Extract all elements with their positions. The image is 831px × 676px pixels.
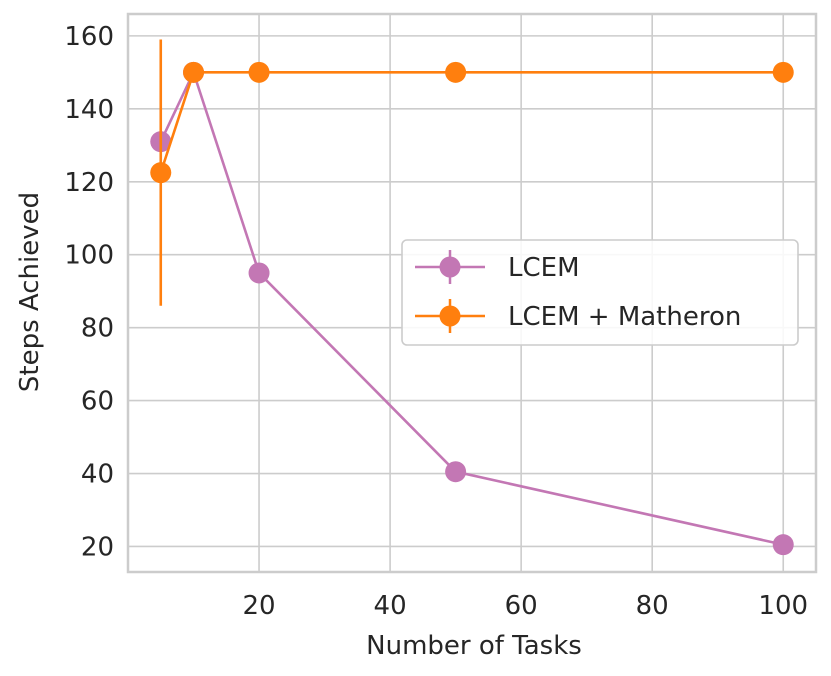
series-layer: [150, 39, 794, 556]
legend-marker-lcem-matheron: [439, 305, 461, 327]
y-tick-label: 40: [81, 460, 114, 490]
y-tick-label: 100: [64, 241, 114, 271]
data-point: [772, 61, 794, 83]
x-axis-title: Number of Tasks: [366, 631, 582, 661]
legend-box: [401, 239, 799, 346]
y-tick-label: 160: [64, 22, 114, 52]
x-tick-label: 40: [374, 591, 407, 621]
data-point: [445, 461, 467, 483]
x-tick-label: 100: [758, 591, 808, 621]
x-tick-label: 60: [505, 591, 538, 621]
plot-frame: [126, 12, 818, 574]
series-line: [159, 71, 784, 174]
data-point: [445, 61, 467, 83]
series-1: [150, 39, 794, 306]
legend-label-lcem: LCEM: [508, 253, 580, 283]
x-tick-label: 20: [243, 591, 276, 621]
legend-marker-lcem: [439, 256, 461, 278]
y-axis-ticks: 20 40 60 80 100 120 140 160: [64, 22, 114, 563]
y-axis-title: Steps Achieved: [15, 192, 45, 392]
x-axis-ticks: 20 40 60 80 100: [243, 591, 809, 621]
y-tick-label: 80: [81, 314, 114, 344]
legend: LCEM LCEM + Matheron: [401, 239, 799, 346]
y-tick-label: 120: [64, 168, 114, 198]
legend-label-lcem-matheron: LCEM + Matheron: [508, 302, 741, 332]
data-point: [150, 162, 172, 184]
x-tick-label: 80: [636, 591, 669, 621]
data-point: [183, 61, 205, 83]
y-tick-label: 60: [81, 387, 114, 417]
data-point: [248, 61, 270, 83]
y-tick-label: 140: [64, 95, 114, 125]
data-point: [248, 262, 270, 284]
y-tick-label: 20: [81, 532, 114, 562]
data-point: [772, 534, 794, 556]
